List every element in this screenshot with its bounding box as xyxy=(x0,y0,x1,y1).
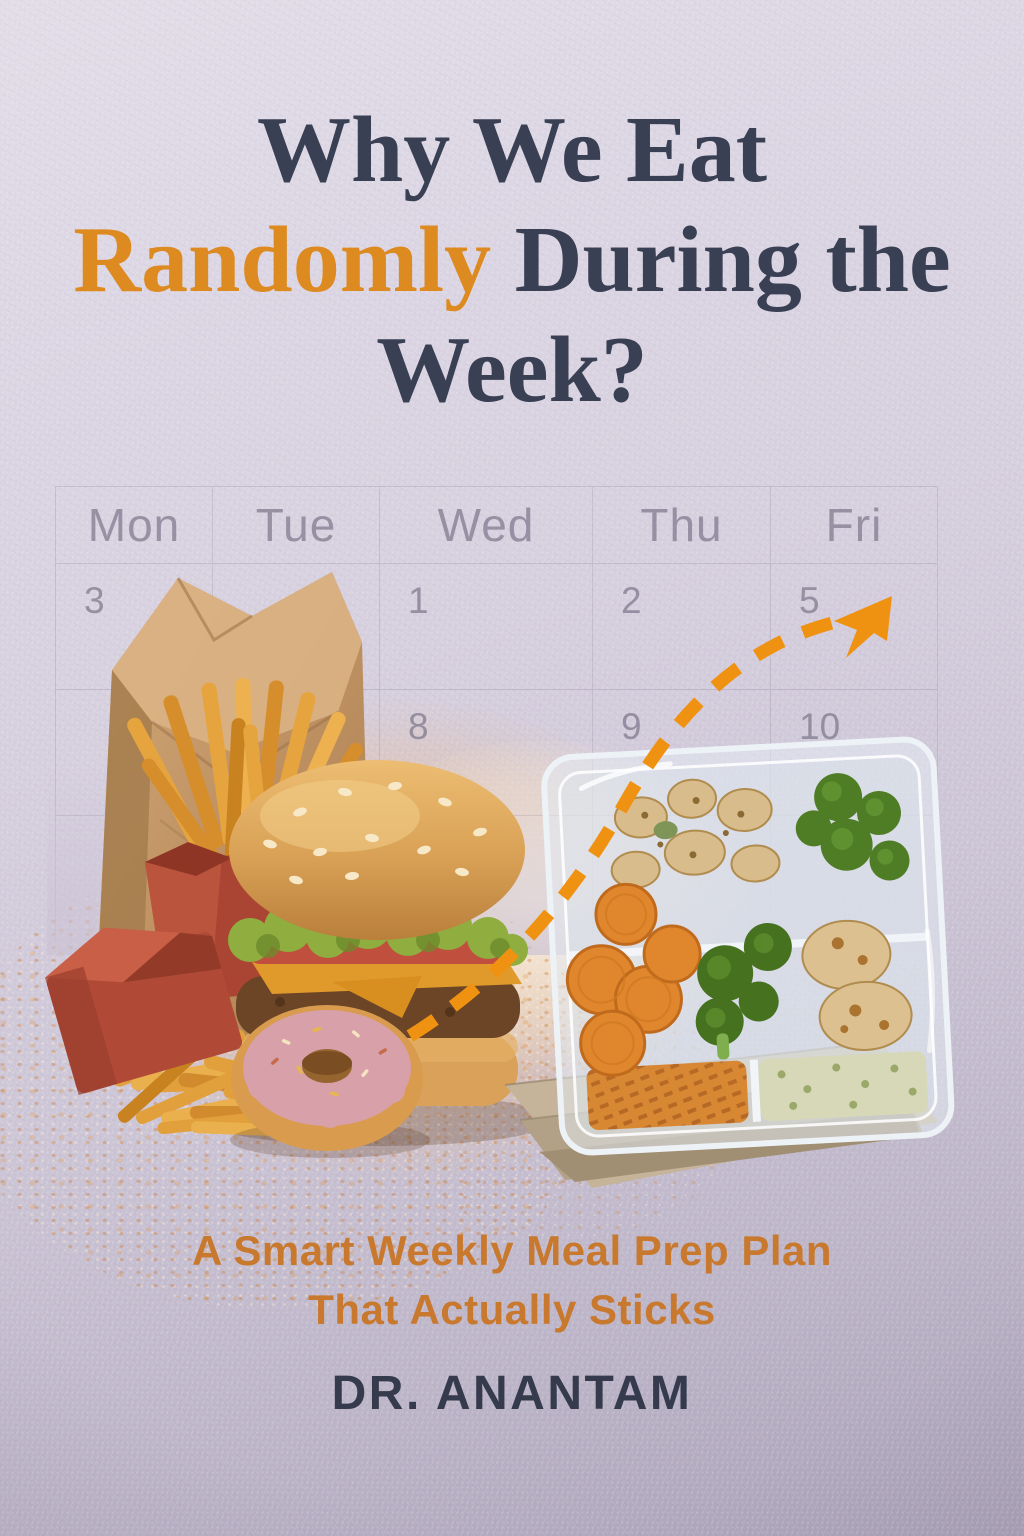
title-line-2: Randomly During the xyxy=(0,206,1024,316)
title-line-2-rest: During the xyxy=(491,207,951,312)
calendar-day-fri: Fri xyxy=(771,487,938,563)
calendar-week-row: 3 1 2 5 xyxy=(55,563,938,689)
calendar-date-cell: 2 xyxy=(593,564,771,689)
calendar-date-cell: 5 xyxy=(771,564,938,689)
calendar-date-cell: 10 xyxy=(771,690,938,815)
title-highlight: Randomly xyxy=(73,207,492,312)
arrowhead-icon xyxy=(834,596,892,658)
calendar-day-mon: Mon xyxy=(55,487,213,563)
subtitle-line-1: A Smart Weekly Meal Prep Plan xyxy=(191,1227,833,1274)
calendar-day-thu: Thu xyxy=(593,487,771,563)
page-title: Why We Eat Randomly During the Week? xyxy=(0,96,1024,426)
title-line-1: Why We Eat xyxy=(256,98,768,202)
calendar-date-cell xyxy=(213,564,380,689)
subtitle-line-2: That Actually Sticks xyxy=(308,1285,716,1333)
calendar-day-header-row: Mon Tue Wed Thu Fri xyxy=(55,486,938,563)
calendar-day-tue: Tue xyxy=(213,487,380,563)
title-line-3: Week? xyxy=(376,317,648,422)
author-name: DR. ANANTAM xyxy=(331,1367,693,1420)
calendar-date-cell: 1 xyxy=(380,564,593,689)
calendar-day-wed: Wed xyxy=(380,487,593,563)
subtitle: A Smart Weekly Meal Prep Plan That Actua… xyxy=(0,1222,1024,1340)
dashed-arrow-icon xyxy=(406,613,846,1042)
